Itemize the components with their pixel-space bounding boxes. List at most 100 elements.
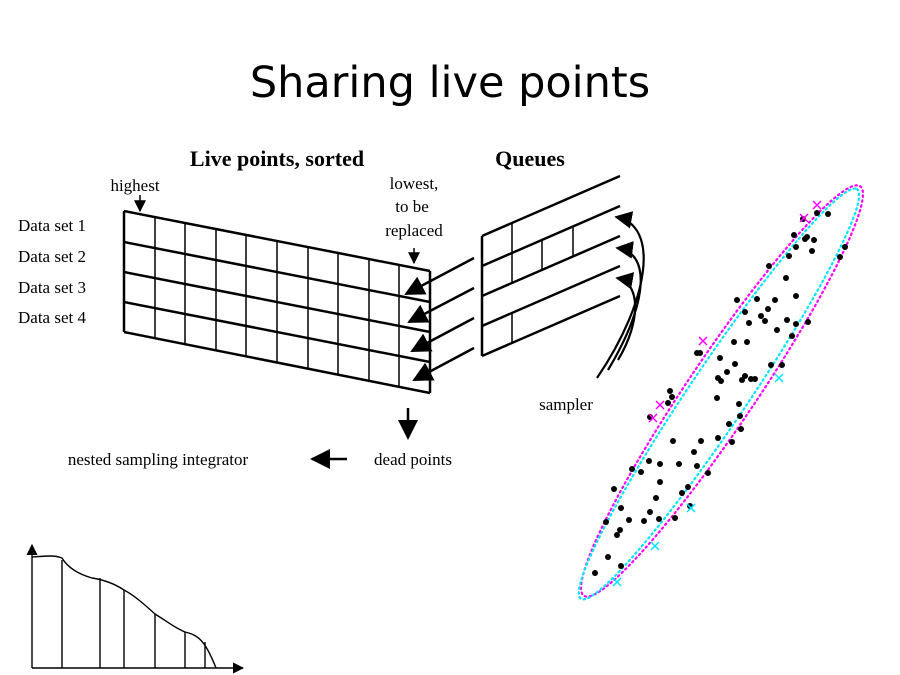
slide-title: Sharing live points: [249, 58, 651, 108]
dataset-1-label: Data set 1: [18, 216, 86, 235]
live-point: [691, 449, 697, 455]
live-point: [729, 439, 735, 445]
lowest-label-line2: to be: [395, 197, 429, 216]
live-point: [768, 362, 774, 368]
live-point: [705, 470, 711, 476]
integrator-plot: [26, 543, 245, 674]
sampler-label: sampler: [539, 395, 593, 414]
live-point: [774, 327, 780, 333]
live-point: [837, 254, 843, 260]
live-point: [657, 479, 663, 485]
lowest-label-line1: lowest,: [390, 174, 439, 193]
live-point: [647, 509, 653, 515]
live-point: [786, 253, 792, 259]
magenta-cross-mark: [655, 400, 665, 410]
live-point: [646, 458, 652, 464]
magenta-cross-mark: [812, 200, 822, 210]
magenta-cross-marks: [648, 200, 822, 423]
live-point: [825, 211, 831, 217]
live-points-header: Live points, sorted: [190, 146, 364, 171]
live-point: [670, 438, 676, 444]
live-point: [783, 275, 789, 281]
integrator-label: nested sampling integrator: [68, 450, 249, 469]
cyan-cross-mark: [686, 503, 696, 513]
live-point: [766, 263, 772, 269]
live-point: [732, 361, 738, 367]
dataset-3-label: Data set 3: [18, 278, 86, 297]
live-point: [789, 333, 795, 339]
live-point: [694, 350, 700, 356]
live-point: [809, 248, 815, 254]
inner-ellipse: [577, 187, 861, 601]
live-point: [762, 318, 768, 324]
queue-dividers: [511, 223, 574, 343]
live-point: [657, 461, 663, 467]
live-point: [804, 234, 810, 240]
cyan-cross-marks: [612, 373, 784, 587]
live-point: [656, 516, 662, 522]
magenta-cross-mark: [648, 413, 658, 423]
live-point: [842, 244, 848, 250]
live-point: [746, 320, 752, 326]
live-points-grid-dividers: [154, 217, 400, 386]
constraint-ellipses: [577, 184, 865, 601]
live-point: [603, 519, 609, 525]
live-point: [698, 438, 704, 444]
sampler-curves: [596, 211, 645, 379]
live-point: [618, 563, 624, 569]
live-point: [665, 400, 671, 406]
highest-label: highest: [110, 176, 159, 195]
live-point: [805, 319, 811, 325]
queues-header: Queues: [495, 146, 565, 171]
live-point: [726, 421, 732, 427]
queue-to-grid-arrows: [404, 256, 475, 382]
outer-ellipse: [579, 184, 865, 598]
live-point: [653, 495, 659, 501]
live-point: [793, 244, 799, 250]
live-point: [611, 486, 617, 492]
magenta-cross-mark: [799, 213, 809, 223]
live-point: [791, 232, 797, 238]
live-point: [811, 237, 817, 243]
live-point: [667, 388, 673, 394]
live-point: [758, 313, 764, 319]
live-point: [736, 401, 742, 407]
live-point: [744, 339, 750, 345]
dataset-2-label: Data set 2: [18, 247, 86, 266]
live-point: [641, 518, 647, 524]
live-point: [793, 293, 799, 299]
live-point: [715, 435, 721, 441]
magenta-cross-mark: [698, 336, 708, 346]
live-point: [679, 490, 685, 496]
live-point: [738, 426, 744, 432]
live-point: [669, 394, 675, 400]
live-point: [752, 376, 758, 382]
live-point: [618, 505, 624, 511]
cyan-cross-mark: [650, 541, 660, 551]
live-point: [605, 554, 611, 560]
live-point: [614, 532, 620, 538]
live-point: [638, 469, 644, 475]
lowest-label-line3: replaced: [385, 221, 443, 240]
live-point: [742, 309, 748, 315]
live-point: [676, 461, 682, 467]
live-point: [724, 369, 730, 375]
live-point: [793, 321, 799, 327]
live-point: [629, 466, 635, 472]
live-point: [592, 570, 598, 576]
live-point: [772, 297, 778, 303]
live-point: [685, 484, 691, 490]
live-point: [784, 317, 790, 323]
scatter-points: [592, 210, 848, 576]
dead-points-label: dead points: [374, 450, 452, 469]
live-point: [734, 297, 740, 303]
queues-structure: [480, 174, 621, 358]
live-point: [739, 377, 745, 383]
cyan-cross-mark: [774, 373, 784, 383]
live-point: [617, 527, 623, 533]
live-point: [694, 463, 700, 469]
dataset-4-label: Data set 4: [18, 308, 86, 327]
live-point: [626, 517, 632, 523]
live-point: [672, 515, 678, 521]
live-point: [737, 413, 743, 419]
